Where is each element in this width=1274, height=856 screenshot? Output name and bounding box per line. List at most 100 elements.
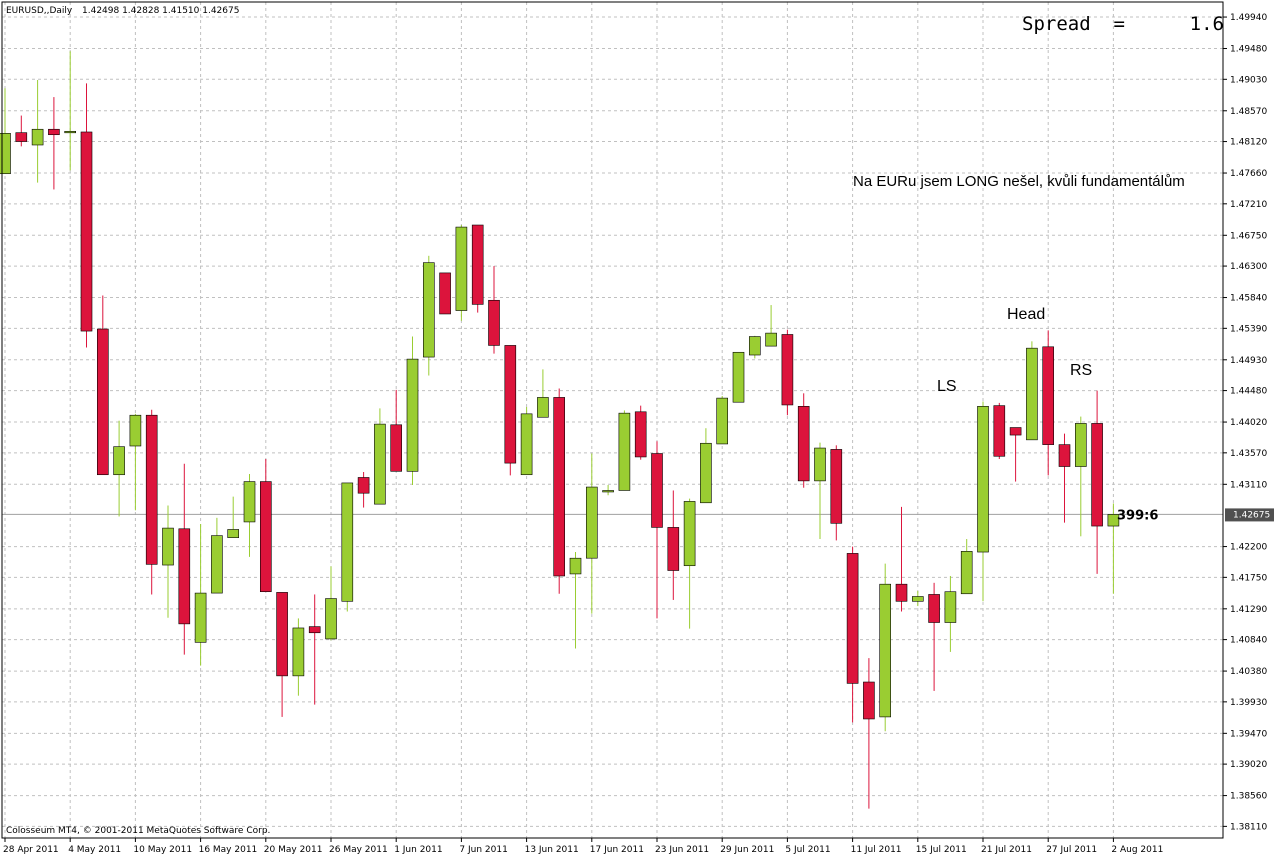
- candle: [243, 474, 256, 557]
- time-tick-label: 2 Aug 2011: [1111, 845, 1163, 855]
- candle: [928, 582, 940, 691]
- candle: [960, 539, 973, 595]
- candle-body: [732, 351, 745, 403]
- candle-body: [488, 299, 500, 346]
- candle-body: [895, 583, 908, 602]
- candle-body: [113, 446, 125, 476]
- candle: [211, 517, 223, 594]
- right-shoulder-label: RS: [1070, 362, 1092, 379]
- candle-body: [471, 224, 484, 305]
- candle: [194, 523, 207, 666]
- time-tick-label: 20 May 2011: [264, 845, 323, 855]
- candle-body: [194, 592, 207, 643]
- candle: [781, 329, 794, 416]
- candle: [520, 407, 533, 476]
- grid: [2, 2, 1223, 838]
- candle-body: [602, 490, 614, 493]
- price-tick-label: 1.38560: [1230, 792, 1267, 802]
- price-tick-label: 1.48120: [1230, 138, 1267, 148]
- candle-body: [162, 527, 174, 566]
- candle: [1058, 433, 1071, 523]
- spread-label: Spread =: [1022, 13, 1125, 35]
- candle-body: [700, 442, 712, 504]
- candle: [732, 351, 745, 403]
- candle-body: [504, 345, 517, 464]
- price-tick-label: 1.40380: [1230, 667, 1267, 677]
- time-tick-label: 7 Jun 2011: [459, 845, 507, 855]
- candle-body: [520, 413, 533, 476]
- candle: [145, 409, 158, 595]
- candle: [292, 618, 305, 696]
- candle-body: [651, 453, 663, 528]
- candle-body: [422, 262, 435, 358]
- candle-body: [129, 414, 142, 447]
- candle: [944, 575, 957, 652]
- candle: [700, 428, 712, 504]
- candle: [113, 420, 125, 517]
- candle: [748, 335, 761, 359]
- candle: [569, 552, 582, 649]
- candle: [879, 563, 892, 732]
- time-axis: 28 Apr 2011 4 May 2011 10 May 2011 16 May 2…: [3, 838, 1163, 855]
- candle-body: [634, 411, 647, 458]
- left-shoulder-label: LS: [937, 378, 957, 395]
- candle: [618, 410, 631, 491]
- time-tick-label: 27 Jul 2011: [1046, 845, 1097, 855]
- candle-body: [830, 449, 843, 524]
- candle-body: [1107, 514, 1120, 527]
- candle: [341, 482, 354, 612]
- candle: [178, 463, 191, 655]
- candle-body: [97, 328, 109, 476]
- candle: [455, 225, 468, 321]
- candle-body: [585, 486, 598, 559]
- price-tick-label: 1.41750: [1230, 573, 1267, 583]
- candle-body: [439, 272, 451, 315]
- candle-body: [879, 583, 892, 718]
- symbol-label: EURUSD,,Daily: [6, 6, 73, 16]
- time-tick-label: 4 May 2011: [68, 845, 121, 855]
- candle: [325, 566, 337, 641]
- candle: [390, 389, 403, 472]
- candle-body: [553, 397, 566, 577]
- ohlc-values: 1.42498 1.42828 1.41510 1.42675: [82, 6, 239, 16]
- candle: [1042, 330, 1054, 476]
- candle: [977, 401, 989, 602]
- time-tick-label: 13 Jun 2011: [525, 845, 579, 855]
- candle-body: [1026, 347, 1038, 441]
- candle: [308, 594, 321, 705]
- price-tick-label: 1.44480: [1230, 387, 1267, 397]
- candle-body: [960, 551, 973, 595]
- price-tick-label: 1.49480: [1230, 45, 1267, 55]
- candle: [0, 88, 11, 175]
- candle: [439, 272, 451, 315]
- candle-body: [48, 128, 60, 136]
- candle: [863, 658, 875, 809]
- candle: [1107, 503, 1120, 594]
- candle-body: [977, 406, 989, 553]
- price-tick-label: 1.44020: [1230, 418, 1267, 428]
- time-tick-label: 23 Jun 2011: [655, 845, 709, 855]
- candle: [504, 345, 517, 476]
- candle: [129, 413, 142, 511]
- candle-body: [1075, 423, 1087, 467]
- current-price-tag-bg: [1225, 508, 1274, 522]
- price-tick-label: 1.44930: [1230, 356, 1267, 366]
- candle-body: [683, 501, 696, 567]
- candle: [406, 336, 419, 485]
- candle-body: [765, 332, 777, 347]
- candle-body: [537, 397, 549, 418]
- candles: [0, 51, 1120, 809]
- time-tick-label: 11 Jul 2011: [851, 845, 902, 855]
- price-tick-label: 1.39020: [1230, 760, 1267, 770]
- candle: [814, 442, 826, 540]
- candle-body: [145, 414, 158, 565]
- candle: [422, 255, 435, 376]
- candle-body: [390, 424, 403, 472]
- candle-body: [1009, 427, 1022, 436]
- candle-body: [357, 477, 370, 494]
- candle: [911, 591, 924, 607]
- candle: [276, 592, 288, 717]
- time-tick-label: 28 Apr 2011: [3, 845, 59, 855]
